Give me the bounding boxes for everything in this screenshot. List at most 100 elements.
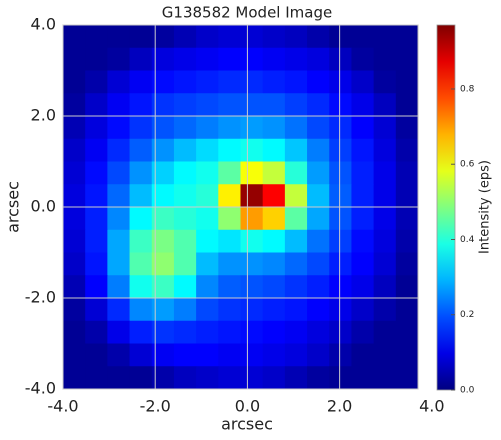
heatmap-cell [329,298,352,322]
heatmap-cell [395,252,419,276]
heatmap-cell [373,366,397,390]
heatmap-cell [262,275,286,299]
heatmap-cell [218,161,241,185]
heatmap-cell [173,116,197,140]
heatmap-cell [240,47,264,71]
x-tick-label: 0.0 [235,397,260,416]
heatmap-cell [284,138,308,162]
heatmap-cell [151,275,175,299]
heatmap-cell [262,116,286,140]
heatmap-cell [351,229,375,253]
heatmap-cell [129,116,153,140]
heatmap-cell [173,252,197,276]
heatmap-cell [240,275,264,299]
heatmap-cell [240,184,264,208]
heatmap-cell [284,161,308,185]
heatmap-cell [107,298,131,322]
heatmap-cell [240,70,264,94]
heatmap-cell [351,366,375,390]
heatmap-cell [329,366,352,390]
heatmap-cell [129,229,153,253]
heatmap-cell [262,93,286,117]
heatmap-cell [395,320,419,344]
heatmap-cell [129,298,153,322]
heatmap-cell [262,252,286,276]
heatmap-cell [351,275,375,299]
colorbar-tick-label: 0.2 [460,310,474,320]
heatmap-cell [351,207,375,231]
heatmap-cell [307,116,330,140]
heatmap-cell [107,320,131,344]
heatmap-cell [63,207,86,231]
heatmap-cell [129,25,153,49]
heatmap-cell [262,161,286,185]
heatmap-cell [373,116,397,140]
heatmap-cell [173,138,197,162]
heatmap-cell [107,252,131,276]
heatmap-cell [307,93,330,117]
heatmap-cell [107,343,131,367]
heatmap-cell [85,116,108,140]
heatmap-cell [196,366,219,390]
heatmap-cell [196,207,219,231]
heatmap-cell [284,320,308,344]
heatmap-cell [173,229,197,253]
heatmap-cell [329,70,352,94]
heatmap-cell [373,70,397,94]
heatmap-cell [284,229,308,253]
heatmap-cell [307,25,330,49]
heatmap-cell [395,138,419,162]
heatmap-cell [129,70,153,94]
y-tick-label: 4.0 [31,15,56,34]
heatmap-cell [63,116,86,140]
heatmap-cell [63,184,86,208]
heatmap-cell [262,343,286,367]
heatmap-cell [218,252,241,276]
heatmap-cell [284,116,308,140]
heatmap-cell [240,343,264,367]
heatmap-cell [63,298,86,322]
heatmap-cell [218,343,241,367]
heatmap-cell [85,229,108,253]
heatmap-cell [151,47,175,71]
heatmap-cell [151,70,175,94]
heatmap-cell [329,138,352,162]
heatmap-cell [63,161,86,185]
heatmap-cell [395,366,419,390]
x-tick-label: 2.0 [327,397,352,416]
heatmap-cell [351,298,375,322]
heatmap-cell [373,25,397,49]
heatmap-cell [373,252,397,276]
heatmap-cell [85,184,108,208]
heatmap-cell [329,25,352,49]
heatmap-cell [307,366,330,390]
heatmap-cell [107,229,131,253]
heatmap-cell [63,70,86,94]
heatmap-cell [63,320,86,344]
heatmap-cell [284,25,308,49]
heatmap-cell [173,298,197,322]
heatmap-cell [151,343,175,367]
heatmap-cell [307,47,330,71]
colorbar-tick-label: 0.4 [460,235,475,245]
heatmap-cell [262,320,286,344]
heatmap-cell [307,343,330,367]
heatmap-cell [351,184,375,208]
heatmap-cell [196,138,219,162]
heatmap-cell [284,184,308,208]
heatmap-cell [307,207,330,231]
heatmap-cell [329,47,352,71]
heatmap-cell [129,275,153,299]
heatmap-cell [307,252,330,276]
heatmap-cell [85,47,108,71]
x-axis-label: arcsec [221,415,273,434]
heatmap-cell [63,93,86,117]
heatmap-cell [107,184,131,208]
heatmap-cell [85,70,108,94]
heatmap-cell [196,252,219,276]
heatmap-cell [85,298,108,322]
heatmap-cell [151,252,175,276]
heatmap-cell [373,161,397,185]
heatmap-cell [284,298,308,322]
heatmap-cell [262,184,286,208]
